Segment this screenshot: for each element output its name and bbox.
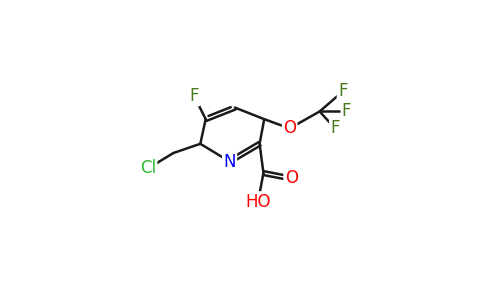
Text: F: F xyxy=(330,119,340,137)
Text: N: N xyxy=(223,152,236,170)
Text: Cl: Cl xyxy=(140,159,156,177)
Text: F: F xyxy=(342,103,351,121)
Text: F: F xyxy=(338,82,348,100)
Text: O: O xyxy=(283,119,296,137)
Text: O: O xyxy=(285,169,298,188)
Text: F: F xyxy=(189,87,199,105)
Text: HO: HO xyxy=(245,193,271,211)
